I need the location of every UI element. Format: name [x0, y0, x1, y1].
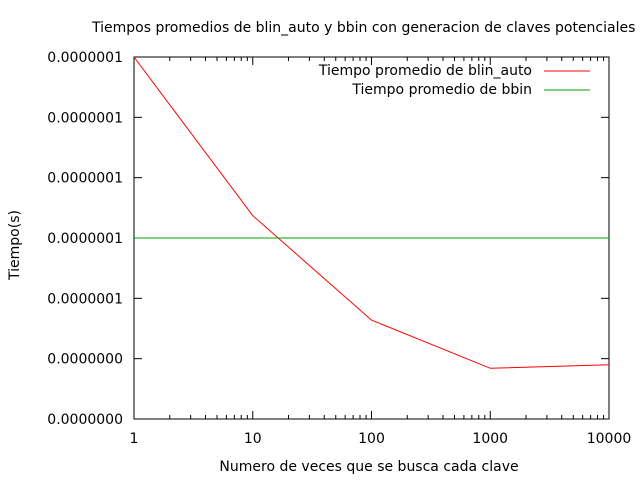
- x-tick-label: 1000: [472, 431, 508, 447]
- legend-label: Tiempo promedio de bbin: [351, 82, 532, 98]
- y-tick-label: 0.0000001: [47, 291, 123, 307]
- x-axis-label: Numero de veces que se busca cada clave: [219, 459, 518, 475]
- y-tick-label: 0.0000000: [47, 412, 123, 428]
- y-tick-label: 0.0000001: [47, 171, 123, 187]
- y-axis-label: Tiempo(s): [7, 210, 23, 281]
- x-tick-label: 10000: [587, 431, 632, 447]
- series-line-1: [133, 56, 610, 369]
- axis-ticks: [133, 56, 610, 420]
- y-tick-label: 0.0000000: [47, 352, 123, 368]
- legend-label: Tiempo promedio de blin_auto: [318, 63, 532, 79]
- series-lines: [133, 56, 610, 369]
- legend: Tiempo promedio de blin_auto Tiempo prome…: [318, 63, 590, 98]
- x-tick-label: 100: [358, 431, 385, 447]
- y-tick-label: 0.0000001: [47, 231, 123, 247]
- chart-title: Tiempos promedios de blin_auto y bbin co…: [91, 20, 635, 36]
- y-tick-label: 0.0000001: [47, 110, 123, 126]
- x-tick-label: 10: [244, 431, 262, 447]
- y-tick-label: 0.0000001: [47, 50, 123, 66]
- x-tick-label: 1: [130, 431, 139, 447]
- tick-labels: 1 10 100 1000 10000 0.0000000 0.0000000 0.00000…: [47, 50, 631, 447]
